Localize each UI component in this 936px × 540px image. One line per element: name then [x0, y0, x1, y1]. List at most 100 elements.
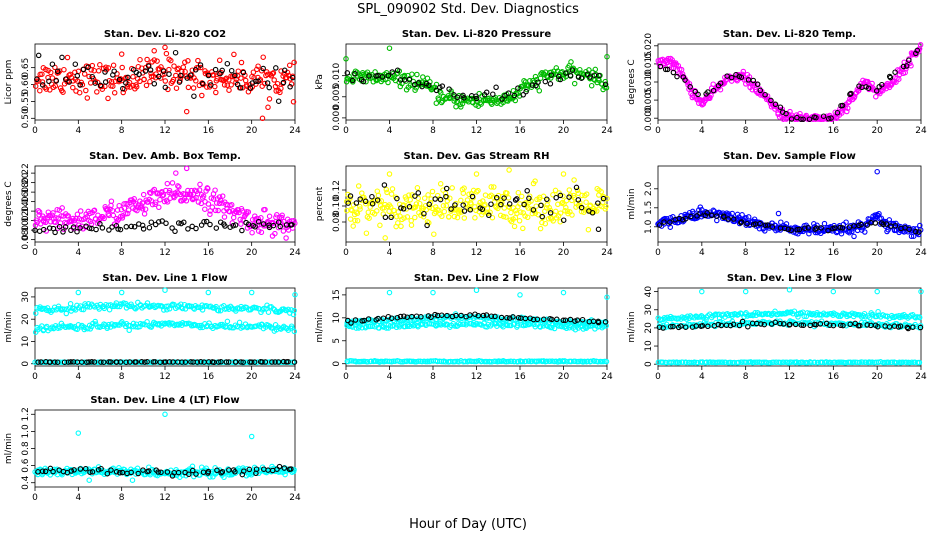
point: [688, 213, 694, 220]
point: [128, 469, 134, 476]
point: [221, 214, 228, 220]
point: [508, 358, 515, 365]
point: [272, 359, 278, 365]
point: [193, 225, 199, 232]
point: [903, 63, 910, 69]
panel-3: Stan. Dev. Li-820 Temp.0 4 8 12 16 20 240.0000…: [627, 29, 927, 136]
point: [146, 224, 153, 231]
point: [107, 324, 114, 330]
point: [398, 205, 404, 211]
point: [770, 359, 777, 365]
point: [595, 319, 602, 326]
y-tick-label: 0.08: [332, 212, 342, 232]
point: [158, 469, 164, 476]
panel-1: Stan. Dev. Li-820 CO2 0 4 8 12 16 20 24 0.500.55…: [4, 29, 301, 136]
point: [379, 74, 386, 80]
point: [886, 324, 893, 330]
point: [58, 307, 65, 313]
point: [291, 307, 297, 314]
point: [221, 474, 227, 481]
x-tick-label: 24: [289, 248, 301, 258]
point: [193, 471, 199, 477]
point: [498, 201, 504, 208]
point: [751, 359, 757, 366]
point: [499, 96, 505, 102]
y-tick-label: 0.14: [21, 201, 31, 221]
point: [226, 208, 233, 215]
point: [125, 74, 131, 81]
point: [276, 463, 283, 470]
point: [193, 188, 200, 194]
point: [205, 468, 212, 475]
point: [363, 230, 370, 236]
point: [588, 82, 595, 89]
point: [215, 307, 222, 314]
panel-title: Stan. Dev. Line 2 Flow: [414, 273, 539, 284]
point: [262, 206, 268, 213]
point: [683, 316, 690, 322]
point: [568, 59, 574, 65]
point: [708, 92, 714, 99]
point: [240, 359, 246, 365]
point: [744, 221, 750, 227]
point: [242, 77, 249, 84]
data-points: [655, 287, 924, 366]
point: [151, 186, 158, 193]
point: [269, 359, 275, 365]
point: [144, 358, 150, 365]
point: [135, 470, 141, 477]
point: [500, 213, 507, 220]
point: [364, 359, 371, 365]
x-tick-label: 20: [558, 126, 570, 136]
point: [763, 359, 770, 366]
point: [805, 225, 812, 231]
point: [387, 204, 394, 210]
point: [727, 322, 734, 329]
point: [86, 359, 92, 365]
point: [414, 185, 421, 191]
point: [818, 225, 824, 231]
point: [420, 74, 426, 80]
point: [161, 307, 167, 313]
point: [215, 359, 222, 365]
point: [255, 78, 261, 85]
point: [461, 95, 467, 101]
point: [738, 219, 744, 226]
point: [910, 324, 916, 330]
point: [591, 208, 597, 215]
x-tick-label: 12: [159, 372, 170, 382]
point: [537, 225, 544, 232]
point: [222, 223, 228, 229]
point: [780, 359, 787, 366]
point: [539, 219, 545, 226]
point: [703, 314, 710, 320]
point: [560, 193, 566, 199]
x-tick-label: 0: [655, 372, 661, 382]
point: [535, 79, 541, 85]
point: [837, 224, 843, 231]
point: [74, 73, 81, 79]
point: [388, 191, 395, 197]
point: [754, 81, 761, 88]
point: [909, 359, 915, 366]
point: [163, 50, 170, 57]
point: [237, 85, 244, 91]
point: [443, 202, 450, 209]
point: [415, 80, 422, 86]
point: [487, 209, 493, 216]
point: [906, 57, 912, 63]
point: [827, 322, 833, 328]
point: [98, 359, 104, 365]
point: [517, 209, 524, 215]
point: [708, 212, 715, 219]
point: [552, 187, 559, 194]
point: [691, 359, 698, 365]
point: [121, 359, 128, 365]
point: [264, 80, 271, 86]
point: [913, 228, 919, 235]
point: [260, 65, 266, 72]
point: [458, 312, 464, 319]
point: [883, 221, 890, 227]
point: [460, 202, 466, 208]
y-axis-label: Licor ppm: [4, 60, 14, 105]
